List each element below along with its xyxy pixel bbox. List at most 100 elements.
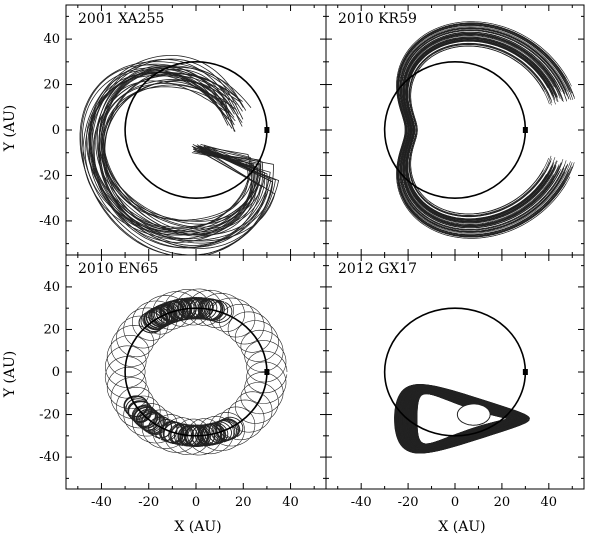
x-axis-title-left: X (AU): [174, 519, 221, 535]
orbit-loop: [408, 43, 553, 217]
orbit-loop: [198, 298, 223, 321]
orbit-loop: [410, 45, 545, 215]
orbit-loop: [403, 33, 563, 227]
panel-1: 40 20 0 -20 -40 2001 XA255: [39, 4, 327, 256]
x-tick-label: 40: [541, 495, 558, 510]
orbit-loop: [88, 69, 271, 249]
orbit-loop: [197, 423, 222, 446]
orbit-loop: [399, 27, 570, 233]
x-tick-label: -40: [351, 495, 372, 510]
panel-frame: [325, 254, 585, 490]
orbit-loop: [400, 29, 565, 231]
orbit-loop: [167, 298, 192, 321]
y-tick-label: -40: [39, 450, 60, 465]
orbit-loop: [208, 421, 232, 444]
planet-marker: [522, 127, 528, 133]
x-tick-label: 20: [235, 495, 252, 510]
orbit-loop: [79, 61, 274, 255]
plot-area-1: [79, 55, 280, 255]
x-tick-label: 40: [282, 495, 299, 510]
orbit-loop: [91, 58, 261, 236]
orbit-loop: [101, 84, 262, 230]
orbit-loop: [153, 418, 178, 441]
orbit-loop: [398, 24, 564, 236]
orbit-loop: [404, 35, 555, 225]
orbit-loop: [143, 308, 167, 331]
plot-area-4: [383, 307, 531, 454]
orbit-loop: [407, 40, 549, 220]
planet-orbit-circle: [383, 307, 527, 437]
y-tick-label: -20: [39, 408, 60, 423]
orbit-loop: [138, 311, 163, 334]
orbit-loop: [402, 32, 560, 228]
orbit-loop: [132, 405, 157, 428]
orbit-loop: [395, 384, 529, 454]
x-tick-label: 20: [494, 495, 511, 510]
orbit-loop: [169, 423, 194, 446]
trajectory-1: [79, 55, 280, 255]
y-axis-title-top: Y (AU): [2, 105, 18, 153]
orbit-loop: [89, 73, 272, 249]
panel-title: 2001 XA255: [78, 11, 164, 27]
orbit-loop: [138, 410, 163, 433]
orbit-loop: [405, 36, 559, 224]
orbit-loop: [162, 421, 187, 445]
trajectory-2: [396, 21, 575, 239]
orbit-loop: [404, 34, 561, 226]
y-tick-label: 20: [43, 78, 60, 93]
orbit-loop: [403, 33, 556, 227]
orbit-loop: [193, 297, 218, 320]
y-axis-title-bottom: Y (AU): [2, 351, 18, 399]
panel-title: 2010 KR59: [338, 11, 417, 27]
plot-area-3: [104, 288, 288, 456]
orbit-loop: [82, 55, 274, 241]
y-tick-label: 40: [43, 32, 60, 47]
x-tick-label: -20: [398, 495, 419, 510]
x-axis-title-right: X (AU): [438, 519, 485, 535]
panel-4: -40 -20 0 20 40 2012 GX17: [325, 254, 585, 510]
orbit-loop: [397, 23, 571, 237]
y-tick-label: 0: [52, 123, 60, 138]
orbit-loop: [85, 72, 274, 249]
panel-2: 2010 KR59: [325, 4, 585, 256]
orbit-loop: [400, 386, 524, 451]
orbit-loop: [407, 40, 553, 220]
panel-title: 2012 GX17: [338, 261, 417, 277]
orbit-loop: [403, 33, 558, 227]
planet-marker: [264, 369, 270, 375]
orbit-loop: [191, 424, 215, 447]
planet-orbit-circle: [124, 307, 268, 437]
orbit-loop: [208, 300, 233, 323]
orbit-loop: [399, 26, 572, 234]
panel-title: 2010 EN65: [78, 261, 158, 277]
orbit-loop: [104, 79, 253, 225]
orbit-loop: [101, 82, 255, 235]
orbit-loop: [407, 40, 553, 220]
x-tick-label: 0: [192, 495, 200, 510]
orbit-loop: [397, 385, 527, 453]
orbit-loop: [407, 40, 551, 220]
lobe-gap: [456, 403, 491, 426]
orbit-loop: [409, 44, 552, 216]
orbit-loop: [399, 386, 525, 452]
orbit-loop: [405, 37, 558, 223]
orbit-loop: [401, 30, 567, 230]
orbit-loop: [185, 424, 210, 447]
x-tick-label: 0: [451, 495, 459, 510]
planet-marker: [522, 369, 528, 375]
orbit-loop: [127, 400, 152, 422]
orbit-loop: [401, 30, 563, 230]
x-tick-label: -40: [91, 495, 112, 510]
y-tick-label: 20: [43, 322, 60, 337]
trajectory-3: [104, 288, 288, 456]
orbit-loop: [95, 73, 259, 237]
trajectory-4: [394, 384, 531, 454]
y-tick-label: 40: [43, 280, 60, 295]
y-tick-label: -40: [39, 214, 60, 229]
orbit-loop: [84, 65, 276, 242]
plot-area-2: [383, 21, 575, 239]
orbit-loop: [215, 418, 240, 441]
planet-marker: [264, 127, 270, 133]
orbit-loop: [402, 387, 522, 450]
